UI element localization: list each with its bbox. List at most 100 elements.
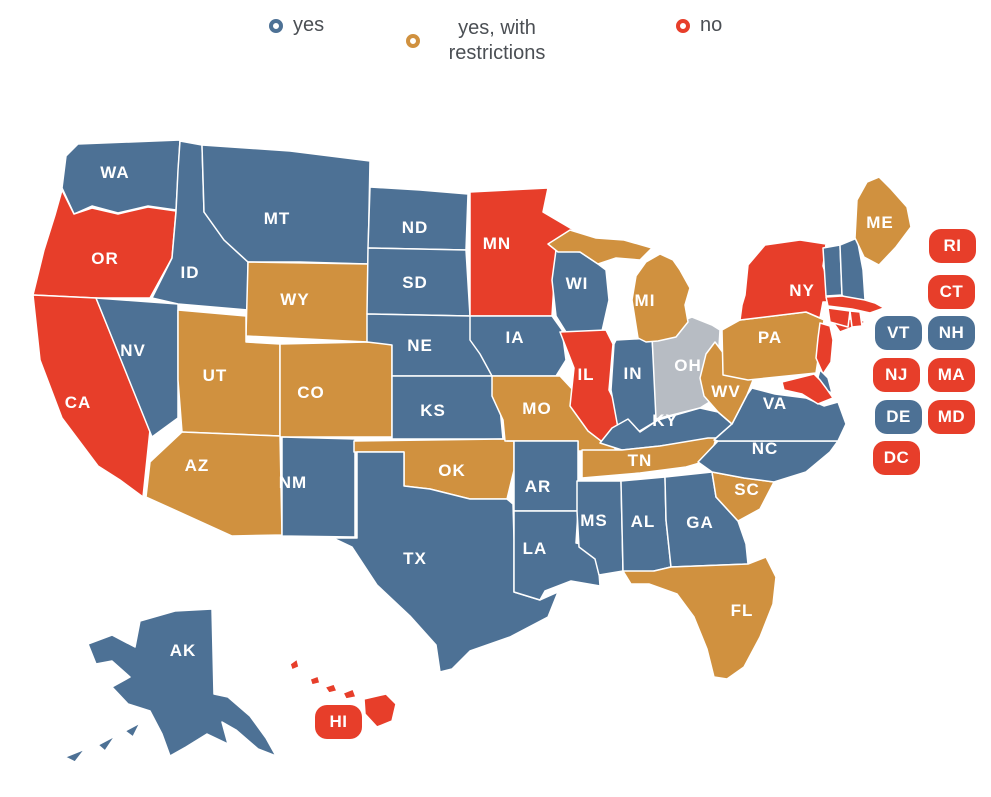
state-label-wa: WA	[100, 163, 129, 182]
state-label-ia: IA	[506, 328, 525, 347]
state-label-mt: MT	[264, 209, 291, 228]
badge-md[interactable]: MD	[928, 400, 975, 434]
state-label-ks: KS	[420, 401, 446, 420]
badge-dc[interactable]: DC	[873, 441, 920, 475]
state-tx[interactable]	[332, 451, 559, 673]
badge-ma[interactable]: MA	[928, 358, 975, 392]
state-label-wv: WV	[711, 382, 740, 401]
state-label-ne: NE	[407, 336, 433, 355]
state-in[interactable]	[610, 337, 659, 433]
badge-label-md: MD	[937, 407, 966, 426]
state-label-nc: NC	[752, 439, 779, 458]
legend-label-yes-with-restrictions: yes, with restrictions	[448, 17, 546, 64]
state-ak-part-2[interactable]	[97, 735, 116, 752]
legend-dot-yes	[269, 18, 283, 33]
state-hi-part-1[interactable]	[309, 675, 321, 686]
badge-label-nh: NH	[938, 323, 965, 342]
state-label-va: VA	[763, 394, 787, 413]
badge-label-vt: VT	[887, 323, 910, 342]
badge-hi[interactable]: HI	[315, 705, 362, 739]
state-label-id: ID	[181, 263, 200, 282]
state-label-mo: MO	[522, 399, 551, 418]
badge-ct[interactable]: CT	[928, 275, 975, 309]
state-label-or: OR	[91, 249, 119, 268]
state-label-la: LA	[523, 539, 548, 558]
state-label-ga: GA	[686, 513, 714, 532]
badge-ri[interactable]: RI	[929, 229, 976, 263]
state-ak-part-1[interactable]	[64, 748, 86, 763]
state-fl[interactable]	[622, 556, 777, 680]
state-label-me: ME	[866, 213, 894, 232]
state-label-ar: AR	[525, 477, 552, 496]
badge-label-dc: DC	[883, 448, 910, 467]
state-label-mn: MN	[483, 234, 511, 253]
badge-label-hi: HI	[329, 712, 348, 731]
badge-label-de: DE	[886, 407, 911, 426]
state-ak[interactable]	[87, 608, 277, 757]
state-ri[interactable]	[849, 310, 863, 328]
state-mi-part-1[interactable]	[631, 253, 691, 343]
state-vt[interactable]	[822, 244, 843, 297]
state-ct[interactable]	[827, 307, 851, 328]
state-label-ca: CA	[65, 393, 92, 412]
legend-item-yes: yes	[269, 14, 324, 37]
legend-item-no: no	[676, 14, 722, 37]
state-nm[interactable]	[281, 436, 356, 538]
state-label-ut: UT	[203, 366, 228, 385]
state-ak-part-3[interactable]	[124, 722, 141, 738]
badge-label-ma: MA	[937, 365, 966, 384]
state-label-sc: SC	[734, 480, 760, 499]
state-mi[interactable]	[547, 229, 653, 265]
state-label-in: IN	[624, 364, 643, 383]
state-label-sd: SD	[402, 273, 428, 292]
state-nv[interactable]	[95, 297, 179, 438]
state-ks[interactable]	[391, 375, 504, 440]
legend-item-yes-with-restrictions: yes, with restrictions	[406, 16, 564, 66]
state-label-pa: PA	[758, 328, 782, 347]
state-label-az: AZ	[185, 456, 210, 475]
legend-label-yes: yes	[293, 14, 325, 36]
state-label-ok: OK	[438, 461, 466, 480]
state-md[interactable]	[781, 373, 834, 405]
state-label-fl: FL	[731, 601, 754, 620]
legend-dot-yes-with-restrictions	[406, 34, 420, 48]
state-hi-part-4[interactable]	[363, 693, 397, 728]
badge-nj[interactable]: NJ	[873, 358, 920, 392]
state-label-wi: WI	[566, 274, 589, 293]
state-label-oh: OH	[674, 356, 702, 375]
state-ma[interactable]	[825, 295, 885, 314]
state-label-tn: TN	[628, 451, 653, 470]
state-la[interactable]	[513, 510, 601, 601]
state-wa[interactable]	[61, 139, 181, 215]
state-label-ny: NY	[789, 281, 815, 300]
state-label-wy: WY	[280, 290, 309, 309]
state-hi[interactable]	[289, 658, 300, 671]
state-hi-part-2[interactable]	[324, 683, 338, 694]
badge-de[interactable]: DE	[875, 400, 922, 434]
state-label-nd: ND	[402, 218, 429, 237]
state-az[interactable]	[145, 431, 283, 537]
state-label-tx: TX	[403, 549, 427, 568]
state-hi-part-3[interactable]	[342, 688, 357, 700]
state-me[interactable]	[854, 176, 912, 266]
badge-vt[interactable]: VT	[875, 316, 922, 350]
state-label-co: CO	[297, 383, 325, 402]
state-label-al: AL	[631, 512, 656, 531]
state-label-il: IL	[577, 365, 594, 384]
state-label-nm: NM	[279, 473, 307, 492]
badge-label-ct: CT	[939, 282, 964, 301]
state-label-ak: AK	[170, 641, 197, 660]
badge-nh[interactable]: NH	[928, 316, 975, 350]
state-label-mi: MI	[635, 291, 656, 310]
legend-label-no: no	[700, 14, 723, 36]
state-label-ms: MS	[580, 511, 608, 530]
badge-label-nj: NJ	[885, 365, 908, 384]
state-ar[interactable]	[506, 440, 579, 512]
state-nd[interactable]	[367, 186, 469, 251]
state-mt[interactable]	[201, 144, 371, 265]
state-nj[interactable]	[815, 322, 834, 375]
state-label-nv: NV	[120, 341, 146, 360]
legend-dot-no	[676, 18, 690, 33]
